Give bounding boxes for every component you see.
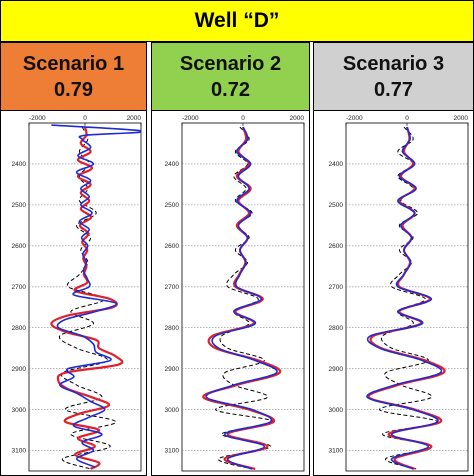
y-tick-label: 2400 [12, 161, 27, 168]
y-tick-label: 2500 [165, 202, 180, 209]
y-tick-label: 2600 [329, 243, 344, 250]
y-tick-label: 2400 [165, 161, 180, 168]
y-tick-label: 2500 [329, 202, 344, 209]
x-tick-label: 0 [83, 115, 87, 122]
scenario-2-value: 0.72 [211, 79, 250, 101]
scenario-1-name: Scenario 1 [22, 53, 125, 75]
x-tick-label: 0 [405, 115, 409, 122]
x-tick-label: -2000 [346, 115, 363, 122]
series-black-dashed [215, 126, 275, 470]
scenario-3-panel: 2400 2500 2600 2700 2800 2900 3000 3100 -2000 0 20… [313, 110, 474, 476]
scenario-1-header: Scenario 1 0.79 [0, 42, 147, 112]
scenario-2-chart: 2400 2500 2600 2700 2800 2900 3000 3100 -2000 0 20… [165, 115, 305, 472]
y-tick-label: 2500 [12, 202, 27, 209]
x-tick-label: 0 [241, 115, 245, 122]
figure-title: Well “D” [0, 0, 474, 42]
y-tick-label: 2900 [329, 366, 344, 373]
y-tick-label: 2800 [329, 325, 344, 332]
scenario-2-header: Scenario 2 0.72 [151, 42, 310, 112]
y-tick-label: 2900 [12, 366, 27, 373]
scenario-3-chart: 2400 2500 2600 2700 2800 2900 3000 3100 -2000 0 20… [329, 115, 469, 472]
y-tick-label: 3100 [329, 448, 344, 455]
scenario-3-value: 0.77 [374, 79, 413, 101]
series-blue-solid [205, 126, 278, 470]
plot-frame [345, 122, 469, 472]
plot-frame [181, 122, 305, 472]
scenario-2-panel: 2400 2500 2600 2700 2800 2900 3000 3100 -2000 0 20… [151, 110, 310, 476]
x-tick-label: -2000 [29, 115, 46, 122]
scenario-2-name: Scenario 2 [179, 53, 282, 75]
series-black-dashed [379, 126, 439, 470]
series-blue-solid [51, 124, 141, 468]
y-tick-label: 3000 [165, 407, 180, 414]
y-tick-label: 2700 [12, 284, 27, 291]
x-tick-label: 2000 [454, 115, 469, 122]
series-red-solid [50, 126, 124, 470]
y-tick-label: 2900 [165, 366, 180, 373]
scenario-1-panel: 2400 2500 2600 2700 2800 2900 3000 3100 -2000 0 20… [0, 110, 147, 476]
x-tick-label: 2000 [127, 115, 142, 122]
y-tick-label: 2600 [12, 243, 27, 250]
y-tick-label: 2700 [329, 284, 344, 291]
scenario-3-header: Scenario 3 0.77 [313, 42, 474, 112]
series-blue-solid [366, 126, 443, 470]
y-tick-label: 2800 [165, 325, 180, 332]
series-red-solid [202, 126, 282, 471]
y-tick-label: 3100 [12, 448, 27, 455]
x-tick-label: 2000 [290, 115, 305, 122]
y-tick-label: 3000 [329, 407, 344, 414]
scenario-1-value: 0.79 [54, 79, 93, 101]
y-tick-label: 2700 [165, 284, 180, 291]
y-tick-label: 2800 [12, 325, 27, 332]
series-red-solid [367, 126, 446, 470]
y-tick-label: 3100 [165, 448, 180, 455]
scenario-1-chart: 2400 2500 2600 2700 2800 2900 3000 3100 -2000 0 20… [12, 115, 142, 472]
scenario-3-name: Scenario 3 [342, 53, 445, 75]
y-tick-label: 2400 [329, 161, 344, 168]
x-tick-label: -2000 [182, 115, 199, 122]
y-tick-label: 3000 [12, 407, 27, 414]
y-tick-label: 2600 [165, 243, 180, 250]
